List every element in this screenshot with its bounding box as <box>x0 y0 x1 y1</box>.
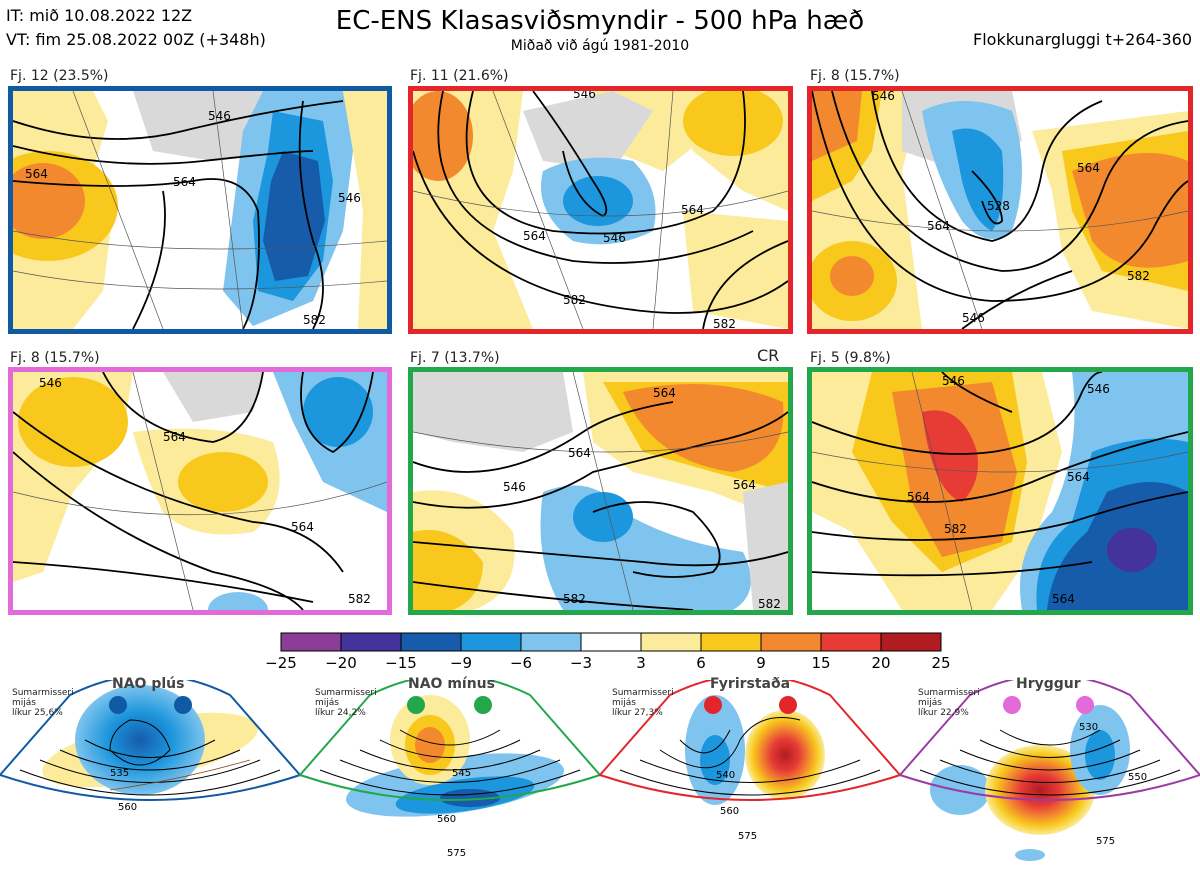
cluster-label: Fj. 12 (23.5%) <box>10 68 109 84</box>
contour-label: 546 <box>39 376 62 390</box>
contour-label: 535 <box>110 768 130 779</box>
contour-label: 564 <box>173 175 196 189</box>
colorbar-swatch <box>280 632 342 652</box>
colorbar-swatch <box>400 632 462 652</box>
colorbar-tick-label: 3 <box>636 654 646 672</box>
initial-time: IT: mið 10.08.2022 12Z <box>6 6 193 25</box>
page-title: EC-ENS Klasasviðsmyndir - 500 hPa hæð <box>335 6 865 36</box>
cluster-map-2: 546 564 582 564 582 546 <box>408 86 793 334</box>
valid-time: VT: fim 25.08.2022 00Z (+348h) <box>6 30 266 49</box>
regime-info: Sumarmisseri mijás líkur 24,2% <box>315 688 377 718</box>
contour-label: 560 <box>118 802 138 813</box>
regime-name: Hryggur <box>1016 676 1081 692</box>
colorbar-swatch <box>580 632 642 652</box>
contour-label: 546 <box>872 89 895 103</box>
colorbar-swatch <box>700 632 762 652</box>
colorbar-tick-label: −3 <box>569 654 593 672</box>
contour-label: 560 <box>720 806 740 817</box>
cluster-map-4: 546 564 564 582 <box>8 367 392 615</box>
colorbar-swatch <box>340 632 402 652</box>
colorbar-tick-label: 6 <box>696 654 706 672</box>
colorbar-tick-label: 25 <box>931 654 951 672</box>
cluster-label: Fj. 5 (9.8%) <box>810 350 891 366</box>
cluster-label: Fj. 11 (21.6%) <box>410 68 509 84</box>
contour-label: 546 <box>503 480 526 494</box>
contour-label: 575 <box>738 831 758 842</box>
cluster-map-1: 546 564 564 546 582 <box>8 86 392 334</box>
regime-info: Sumarmisseri mijás líkur 27,3% <box>612 688 674 718</box>
contour-label: 575 <box>1096 836 1116 847</box>
contour-label: 545 <box>452 768 472 779</box>
colorbar-swatch <box>640 632 702 652</box>
contour-label: 564 <box>1052 592 1075 606</box>
colorbar-swatch <box>520 632 582 652</box>
colorbar-tick-label: −20 <box>325 654 357 672</box>
colorbar-tick-label: 9 <box>756 654 766 672</box>
colorbar-tick-label: −9 <box>449 654 473 672</box>
cluster-label: Fj. 7 (13.7%) <box>410 350 500 366</box>
contour-label: 582 <box>713 317 736 331</box>
contour-label: 564 <box>1077 161 1100 175</box>
contour-label: 564 <box>25 167 48 181</box>
regime-name: NAO plús <box>112 676 185 692</box>
regime-name: Fyrirstaða <box>710 676 791 692</box>
colorbar-swatch <box>820 632 882 652</box>
contour-label: 582 <box>348 592 371 606</box>
contour-label: 582 <box>944 522 967 536</box>
colorbar-tick-label: 20 <box>871 654 891 672</box>
page-subtitle: Miðað við ágú 1981-2010 <box>510 38 690 54</box>
contour-label: 564 <box>1067 470 1090 484</box>
colorbar-swatch <box>880 632 942 652</box>
colorbar-tick-label: −25 <box>265 654 297 672</box>
colorbar-swatch <box>460 632 522 652</box>
contour-label: 550 <box>1128 772 1148 783</box>
contour-label: 564 <box>163 430 186 444</box>
regime-maps <box>0 680 1200 861</box>
contour-label: 582 <box>563 293 586 307</box>
cluster-map-6: 546 564 564 582 546 564 <box>807 367 1193 615</box>
contour-label: 582 <box>758 597 781 611</box>
contour-label: 564 <box>653 386 676 400</box>
regime-info: Sumarmisseri mijás líkur 25,6% <box>12 688 74 718</box>
colorbar-tick-label: −15 <box>385 654 417 672</box>
contour-label: 546 <box>603 231 626 245</box>
contour-label: 564 <box>907 490 930 504</box>
regime-nao-minus <box>298 680 602 817</box>
cluster-map-3: 546 564 528 564 582 546 <box>807 86 1193 334</box>
contour-label: 546 <box>573 87 596 101</box>
contour-label: 582 <box>303 313 326 327</box>
colorbar-tick-label: 15 <box>811 654 831 672</box>
contour-label: 546 <box>962 311 985 325</box>
regime-blocking <box>598 680 902 805</box>
contour-label: 582 <box>563 592 586 606</box>
colorbar <box>280 632 942 652</box>
contour-label: 564 <box>523 229 546 243</box>
contour-label: 546 <box>1087 382 1110 396</box>
regime-nao-plus <box>0 680 302 801</box>
contour-label: 564 <box>927 219 950 233</box>
contour-label: 564 <box>291 520 314 534</box>
contour-label: 546 <box>208 109 231 123</box>
regime-name: NAO mínus <box>408 676 495 692</box>
contour-label: 546 <box>338 191 361 205</box>
contour-label: 564 <box>568 446 591 460</box>
contour-label: 564 <box>681 203 704 217</box>
cr-label: CR <box>757 346 780 365</box>
cluster-map-5: 564 564 546 564 582 582 <box>408 367 793 615</box>
regime-info: Sumarmisseri mijás líkur 22,9% <box>918 688 980 718</box>
contour-label: 540 <box>716 770 736 781</box>
regime-ridge <box>898 680 1200 861</box>
colorbar-swatch <box>760 632 822 652</box>
contour-label: 575 <box>447 848 467 859</box>
contour-label: 560 <box>437 814 457 825</box>
contour-label: 528 <box>987 199 1010 213</box>
cluster-label: Fj. 8 (15.7%) <box>810 68 900 84</box>
contour-label: 564 <box>733 478 756 492</box>
colorbar-tick-label: −6 <box>509 654 533 672</box>
contour-label: 530 <box>1079 722 1099 733</box>
cluster-label: Fj. 8 (15.7%) <box>10 350 100 366</box>
classification-window: Flokkunargluggi t+264-360 <box>973 30 1192 49</box>
contour-label: 546 <box>942 374 965 388</box>
contour-label: 582 <box>1127 269 1150 283</box>
